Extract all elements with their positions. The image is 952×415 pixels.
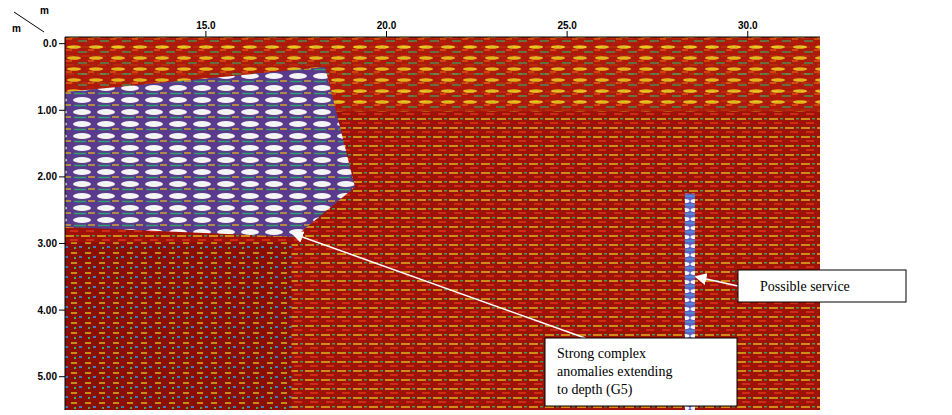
svg-text:25.0: 25.0 xyxy=(557,20,577,31)
svg-text:Strong complex: Strong complex xyxy=(557,346,646,361)
svg-text:Possible service: Possible service xyxy=(760,279,850,294)
svg-text:30.0: 30.0 xyxy=(738,20,758,31)
svg-text:m: m xyxy=(40,5,49,16)
svg-text:20.0: 20.0 xyxy=(377,20,397,31)
svg-text:anomalies extending: anomalies extending xyxy=(557,364,672,379)
svg-text:5.00: 5.00 xyxy=(38,371,58,382)
svg-text:m: m xyxy=(12,23,21,34)
svg-text:15.0: 15.0 xyxy=(196,20,216,31)
svg-text:3.00: 3.00 xyxy=(38,238,58,249)
svg-text:to depth (G5): to depth (G5) xyxy=(557,382,633,398)
svg-text:4.00: 4.00 xyxy=(38,305,58,316)
svg-text:0.0: 0.0 xyxy=(43,38,57,49)
svg-text:2.00: 2.00 xyxy=(38,171,58,182)
svg-text:1.00: 1.00 xyxy=(38,105,58,116)
